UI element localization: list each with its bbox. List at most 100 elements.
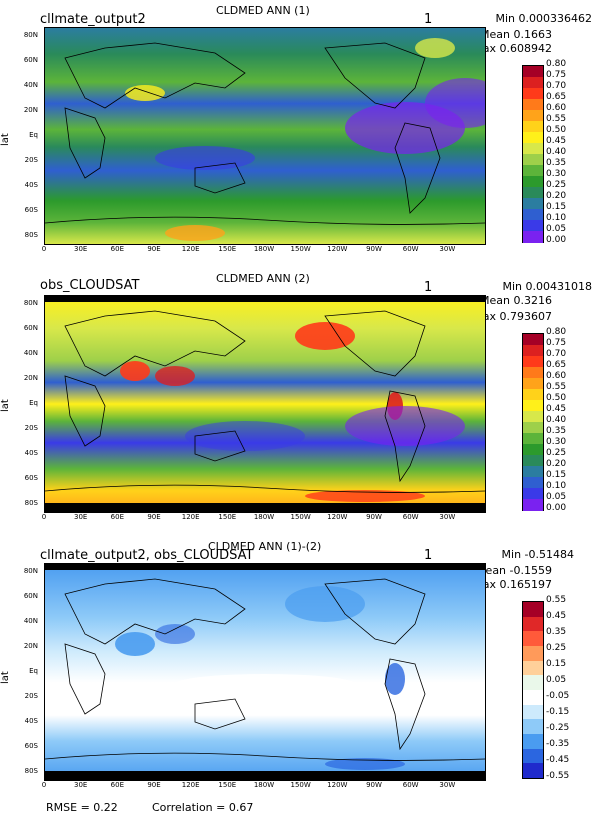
colorbar-label: 0.35 xyxy=(546,426,567,436)
panel-1-lon-ticks: 0 30E 60E 90E 120E 150E 180W 150W 120W 90W 60W 30W xyxy=(42,245,484,255)
panel-3-colorbar xyxy=(522,601,544,779)
panel-1-center-title: CLDMED ANN (1) xyxy=(216,4,310,17)
colorbar-label: 0.65 xyxy=(546,92,567,102)
lon-tick-label: 120E xyxy=(181,513,200,521)
lon-tick-label: 150W xyxy=(290,513,311,521)
panel-1-colorbar-labels: 0.80 0.75 0.70 0.65 0.60 0.55 0.50 0.45 0.40 0.35… xyxy=(546,59,586,246)
colorbar-swatch xyxy=(523,99,543,111)
lon-tick-label: 30E xyxy=(73,513,88,521)
lon-tick-label: 60W xyxy=(402,245,419,253)
lon-tick-label: 90W xyxy=(366,245,382,253)
colorbar-label: 0.70 xyxy=(546,81,567,91)
lon-tick-label: 0 xyxy=(41,781,47,789)
panel-3-left-title: cllmate_output2, obs_CLOUDSAT xyxy=(40,548,254,563)
lat-tick-label: 20S xyxy=(24,692,38,700)
lon-tick-label: 120W xyxy=(327,245,348,253)
lat-tick-label: 60S xyxy=(24,742,38,750)
lon-tick-label: 90E xyxy=(147,513,161,521)
colorbar-label: 0.20 xyxy=(546,459,567,469)
colorbar-swatch xyxy=(523,690,543,706)
lon-tick-label: 60E xyxy=(110,781,124,789)
lat-tick-label: 40N xyxy=(23,349,38,357)
panel-2: CLDMED ANN (2) obs_CLOUDSAT 1 Min 0.0043… xyxy=(0,268,606,530)
panel-2-map xyxy=(44,295,486,513)
colorbar-swatch xyxy=(523,143,543,155)
colorbar-label: 0.60 xyxy=(546,371,567,381)
lon-tick-label: 120W xyxy=(327,781,348,789)
lat-tick-label: 20N xyxy=(23,642,38,650)
lon-tick-label: 120E xyxy=(181,245,200,253)
colorbar-swatch xyxy=(523,334,543,346)
lat-tick-label: 40S xyxy=(24,181,38,189)
colorbar-swatch xyxy=(523,176,543,188)
colorbar-swatch xyxy=(523,121,543,133)
colorbar-swatch xyxy=(523,66,543,78)
lon-tick-label: 30W xyxy=(439,245,456,253)
colorbar-label: 0.10 xyxy=(546,481,567,491)
lon-tick-label: 30E xyxy=(73,781,88,789)
colorbar-label: 0.55 xyxy=(546,595,567,605)
panel-2-lat-ticks: 80N 60N 40N 20N Eq 20S 40S 60S 80S xyxy=(16,295,42,511)
panel-3-lon-ticks: 0 30E 60E 90E 120E 150E 180W 150W 120W 90W 60W 30W xyxy=(42,781,484,791)
colorbar-swatch xyxy=(523,154,543,166)
colorbar-label: 0.25 xyxy=(546,643,567,653)
colorbar-swatch xyxy=(523,466,543,478)
colorbar-swatch xyxy=(523,499,543,511)
lon-tick-label: 150E xyxy=(218,513,237,521)
colorbar-label: 0.80 xyxy=(546,327,567,337)
colorbar-label: 0.25 xyxy=(546,180,567,190)
colorbar-swatch xyxy=(523,719,543,735)
colorbar-label: 0.20 xyxy=(546,191,567,201)
lon-tick-label: 60E xyxy=(110,513,124,521)
colorbar-swatch xyxy=(523,220,543,232)
colorbar-label: 0.80 xyxy=(546,59,567,69)
colorbar-swatch xyxy=(523,389,543,401)
lat-tick-label: 20N xyxy=(23,106,38,114)
lon-tick-label: 60W xyxy=(402,781,419,789)
panel-3-index: 1 xyxy=(424,548,433,563)
panel-1-y-axis-label: lat xyxy=(0,133,11,146)
colorbar-swatch xyxy=(523,132,543,144)
colorbar-label: -0.25 xyxy=(546,723,570,733)
colorbar-label: 0.50 xyxy=(546,125,567,135)
colorbar-label: 0.40 xyxy=(546,147,567,157)
panel-3-mean: Mean -0.1559 xyxy=(476,564,552,577)
colorbar-swatch xyxy=(523,433,543,445)
lon-tick-label: 30E xyxy=(73,245,88,253)
colorbar-swatch xyxy=(523,704,543,720)
panel-3: CLDMED ANN (1)-(2) cllmate_output2, obs_… xyxy=(0,536,606,814)
lon-tick-label: 180W xyxy=(253,245,275,253)
colorbar-swatch xyxy=(523,477,543,489)
panel-2-map-field xyxy=(45,296,485,512)
lat-tick-label: Eq xyxy=(29,399,38,407)
panel-3-max: Max 0.165197 xyxy=(473,578,552,591)
colorbar-label: 0.65 xyxy=(546,360,567,370)
colorbar-label: 0.45 xyxy=(546,611,567,621)
colorbar-label: 0.70 xyxy=(546,349,567,359)
lat-tick-label: 80S xyxy=(24,767,38,775)
colorbar-label: 0.10 xyxy=(546,213,567,223)
lat-tick-label: 60N xyxy=(23,324,38,332)
panel-3-y-axis-label: lat xyxy=(0,671,11,684)
colorbar-label: 0.35 xyxy=(546,627,567,637)
panel-3-lat-ticks: 80N 60N 40N 20N Eq 20S 40S 60S 80S xyxy=(16,563,42,779)
lat-tick-label: Eq xyxy=(29,667,38,675)
lat-tick-label: 40N xyxy=(23,81,38,89)
lon-tick-label: 90E xyxy=(147,781,161,789)
colorbar-swatch xyxy=(523,165,543,177)
panel-2-left-title: obs_CLOUDSAT xyxy=(40,278,140,293)
panel-1-index: 1 xyxy=(424,12,433,27)
colorbar-swatch xyxy=(523,400,543,412)
colorbar-swatch xyxy=(523,209,543,221)
lon-tick-label: 150E xyxy=(218,245,237,253)
colorbar-label: 0.55 xyxy=(546,382,567,392)
colorbar-label: 0.00 xyxy=(546,503,567,513)
lat-tick-label: 80S xyxy=(24,231,38,239)
lon-tick-label: 180W xyxy=(253,513,275,521)
panel-1-colorbar xyxy=(522,65,544,243)
panel-1: CLDMED ANN (1) cllmate_output2 1 Min 0.0… xyxy=(0,0,606,262)
colorbar-swatch xyxy=(523,455,543,467)
lon-tick-label: 90W xyxy=(366,513,382,521)
colorbar-label: 0.05 xyxy=(546,224,567,234)
colorbar-swatch xyxy=(523,675,543,691)
